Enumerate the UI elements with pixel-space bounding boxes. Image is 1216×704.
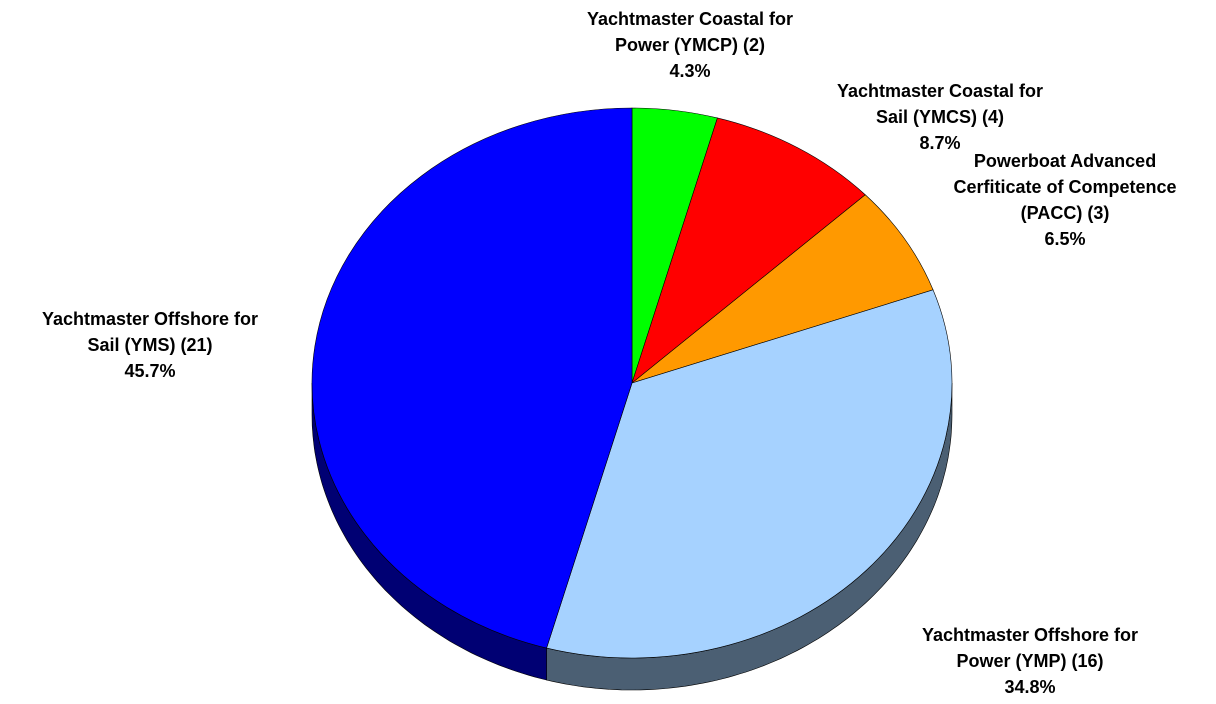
slice-label: Power (YMCP) (2) bbox=[615, 35, 765, 55]
slice-label: Yachtmaster Coastal for bbox=[837, 81, 1043, 101]
slice-label: (PACC) (3) bbox=[1021, 203, 1110, 223]
slice-label: Yachtmaster Offshore for bbox=[42, 309, 258, 329]
slice-label: Power (YMP) (16) bbox=[956, 651, 1103, 671]
slice bbox=[631, 117, 866, 384]
slice-label: Sail (YMCS) (4) bbox=[876, 107, 1004, 127]
slice-label: Yachtmaster Coastal for bbox=[587, 9, 793, 29]
slice bbox=[631, 194, 934, 384]
slice-label: Yachtmaster Offshore for bbox=[922, 625, 1138, 645]
slice bbox=[311, 107, 633, 649]
value-label: 8.7% bbox=[919, 133, 960, 153]
value-label: 4.3% bbox=[669, 61, 710, 81]
value-label: 6.5% bbox=[1044, 229, 1085, 249]
slice-label: Powerboat Advanced bbox=[974, 151, 1156, 171]
value-label: 45.7% bbox=[124, 361, 175, 381]
slice bbox=[546, 289, 953, 659]
value-label: 34.8% bbox=[1004, 677, 1055, 697]
slice-label: Sail (YMS) (21) bbox=[87, 335, 212, 355]
slice-label: Cerfiticate of Competence bbox=[953, 177, 1176, 197]
